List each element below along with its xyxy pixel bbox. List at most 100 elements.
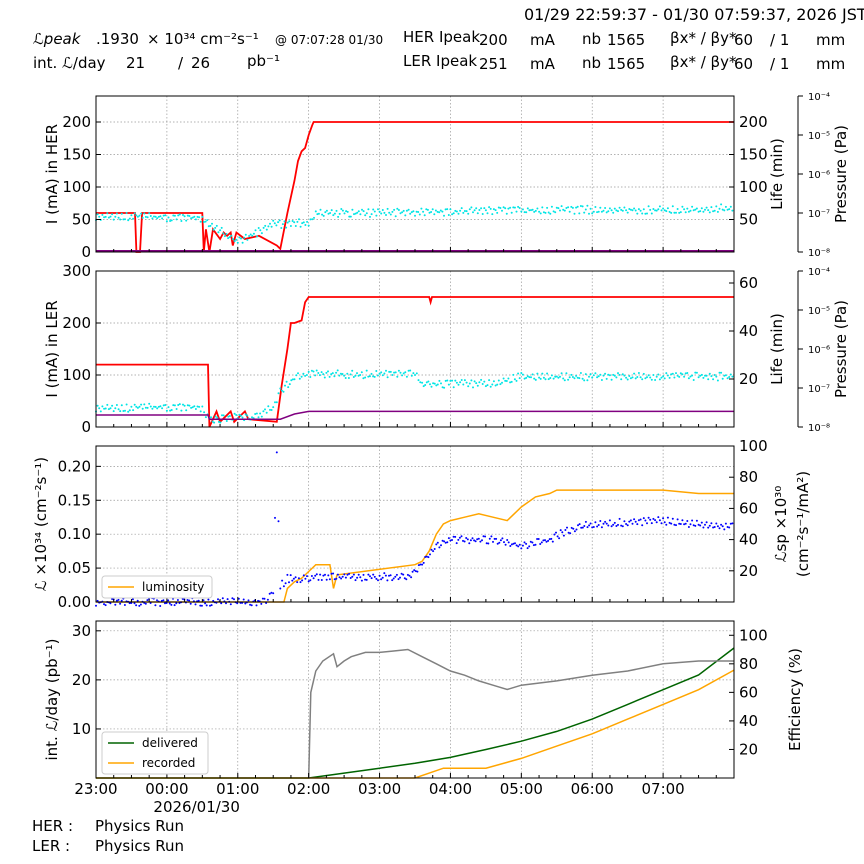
data-point-lifetime (238, 236, 241, 239)
data-point-lifetime (141, 407, 144, 410)
data-point-lifetime (299, 225, 302, 228)
data-point-lifetime (214, 226, 217, 229)
series-lifetime-points (95, 203, 734, 244)
data-point-specific (476, 538, 479, 541)
data-point-specific (539, 543, 542, 545)
data-point-lifetime (319, 208, 322, 211)
data-point-lifetime (235, 238, 238, 241)
data-point-lifetime (565, 372, 568, 375)
data-point-lifetime (391, 210, 394, 213)
data-point-lifetime (410, 374, 413, 377)
data-point-lifetime (728, 376, 731, 378)
data-point-lifetime (683, 375, 686, 378)
data-point-specific (485, 542, 488, 545)
data-point-lifetime (127, 410, 130, 413)
data-point-lifetime (726, 377, 729, 380)
data-point-lifetime (549, 212, 552, 215)
data-point-specific (319, 573, 322, 576)
data-point-lifetime (262, 226, 265, 229)
y2-tick-label: 80 (739, 468, 758, 486)
data-point-lifetime (264, 408, 266, 411)
data-point-specific (631, 522, 634, 525)
data-point-specific (176, 599, 179, 601)
data-point-lifetime (623, 374, 626, 377)
data-point-lifetime (368, 375, 371, 378)
data-point-specific (534, 543, 537, 546)
data-point-lifetime (128, 217, 131, 220)
data-point-specific (421, 563, 424, 566)
data-point-lifetime (534, 378, 537, 381)
data-point-lifetime (399, 212, 402, 215)
data-point-lifetime (325, 209, 328, 212)
data-point-lifetime (296, 220, 299, 223)
y-tick-label: 10 (72, 720, 91, 738)
data-point-lifetime (528, 209, 531, 212)
data-point-lifetime (249, 233, 252, 236)
data-point-specific (292, 577, 295, 580)
data-point-lifetime (393, 208, 396, 211)
data-point-specific (291, 579, 294, 582)
data-point-lifetime (571, 206, 574, 209)
data-point-specific (623, 520, 626, 523)
data-point-lifetime (417, 379, 420, 382)
data-point-lifetime (581, 377, 584, 380)
data-point-specific (570, 526, 573, 529)
data-point-lifetime (478, 209, 481, 211)
data-point-lifetime (405, 209, 408, 212)
data-point-lifetime (252, 232, 255, 235)
data-point-lifetime (233, 240, 236, 243)
data-point-lifetime (346, 372, 349, 375)
data-point-lifetime (405, 375, 408, 378)
data-point-specific (405, 578, 408, 581)
data-point-lifetime (331, 372, 334, 375)
data-point-lifetime (673, 376, 676, 379)
data-point-lifetime (359, 374, 362, 376)
data-point-lifetime (463, 210, 466, 212)
data-point-lifetime (642, 372, 645, 375)
data-point-specific (584, 520, 587, 523)
y2-tick-label: 60 (739, 683, 758, 701)
data-point-lifetime (122, 218, 125, 221)
data-point-lifetime (314, 374, 317, 377)
data-point-lifetime (515, 379, 518, 382)
data-point-lifetime (162, 404, 165, 407)
data-point-lifetime (571, 376, 574, 378)
data-point-specific (377, 579, 379, 582)
data-point-lifetime (214, 415, 217, 418)
data-point-lifetime (649, 376, 652, 379)
data-point-lifetime (629, 208, 632, 211)
data-point-lifetime (633, 372, 636, 375)
data-point-specific (297, 577, 300, 580)
data-point-lifetime (222, 414, 225, 417)
data-point-lifetime (639, 209, 642, 212)
data-point-lifetime (647, 205, 650, 208)
data-point-lifetime (633, 207, 636, 210)
data-point-lifetime (211, 222, 213, 225)
data-point-lifetime (438, 379, 441, 382)
y2-tick-label: 150 (739, 146, 768, 164)
data-point-lifetime (568, 376, 571, 379)
data-point-lifetime (164, 404, 167, 406)
data-point-lifetime (262, 410, 265, 413)
data-point-lifetime (251, 416, 253, 419)
data-point-specific (314, 574, 317, 577)
data-point-lifetime (143, 212, 146, 215)
ler-beta-x: 60 (734, 55, 754, 73)
data-point-specific (242, 598, 245, 601)
data-point-lifetime (646, 212, 648, 215)
data-point-specific (444, 541, 447, 544)
data-point-specific (466, 538, 469, 541)
data-point-lifetime (327, 212, 330, 215)
data-point-lifetime (298, 218, 300, 221)
data-point-lifetime (654, 379, 657, 381)
data-point-lifetime (444, 379, 447, 382)
data-point-lifetime (673, 211, 676, 214)
data-point-lifetime (246, 238, 249, 241)
data-point-lifetime (209, 224, 212, 227)
data-point-lifetime (631, 376, 634, 379)
data-point-lifetime (579, 205, 582, 207)
series-line-current (96, 121, 734, 253)
data-point-lifetime (562, 377, 565, 380)
data-point-lifetime (565, 207, 568, 209)
her-status-label: HER : (32, 817, 74, 835)
